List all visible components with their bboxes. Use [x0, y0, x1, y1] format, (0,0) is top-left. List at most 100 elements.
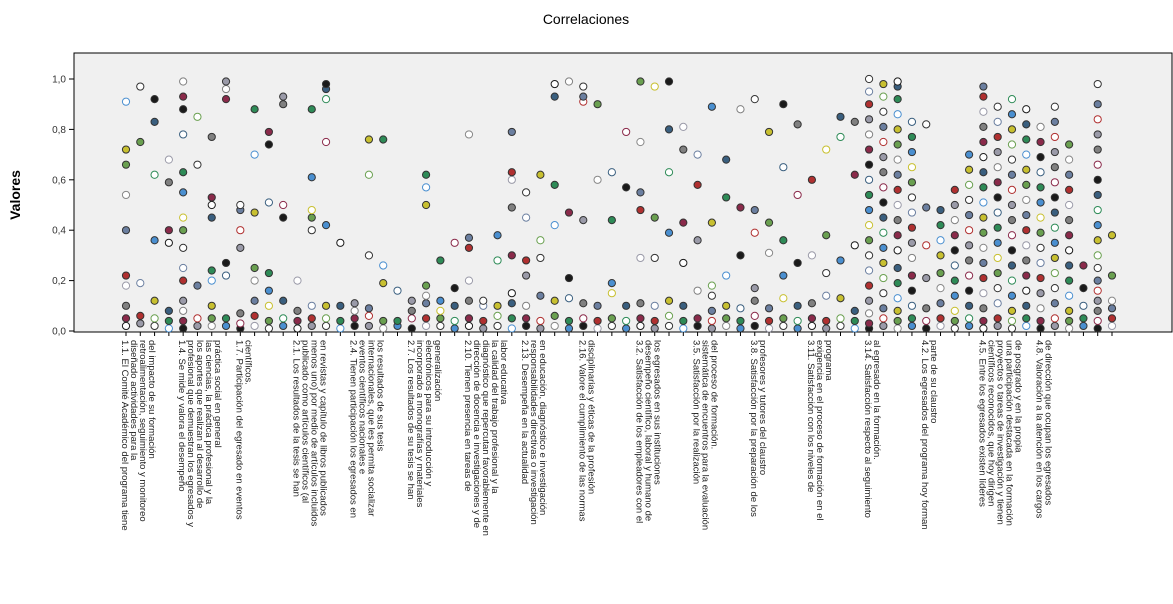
x-category-label: 1.7. Participación del egresado en event…: [233, 340, 253, 520]
data-point: [1007, 185, 1017, 194]
data-point: [1007, 306, 1017, 315]
data-point: [822, 231, 831, 240]
data-point: [1036, 168, 1045, 177]
data-point: [321, 95, 331, 104]
data-point: [536, 324, 545, 333]
data-point: [836, 314, 845, 323]
data-point: [879, 168, 888, 177]
data-point: [522, 321, 531, 331]
data-point: [464, 314, 474, 323]
data-point: [536, 236, 545, 245]
data-point: [993, 193, 1002, 202]
data-point: [1093, 251, 1102, 260]
data-point: [1065, 185, 1074, 194]
data-point: [979, 183, 988, 192]
data-point: [1093, 221, 1102, 230]
data-point: [722, 321, 731, 331]
data-point: [407, 314, 416, 323]
data-point: [1050, 238, 1059, 247]
data-point: [179, 306, 188, 315]
data-point: [207, 200, 216, 210]
data-point: [307, 226, 316, 235]
data-point: [965, 150, 974, 159]
data-point: [236, 319, 245, 328]
data-point: [893, 279, 902, 288]
x-category-label: 1.1. El Comité Académico del programa ti…: [119, 340, 157, 531]
data-point: [893, 324, 902, 333]
data-point: [121, 145, 131, 154]
data-point: [336, 324, 345, 333]
data-point: [979, 213, 988, 222]
data-point: [121, 271, 131, 280]
data-point: [164, 238, 173, 247]
x-category-label: 2.7. Los resultados de su tesis se hanin…: [405, 340, 443, 508]
data-point: [993, 299, 1002, 308]
data-point: [979, 92, 988, 101]
data-point: [636, 205, 645, 215]
data-point: [979, 228, 988, 237]
data-point: [950, 231, 959, 240]
data-point: [907, 163, 917, 172]
data-point: [907, 301, 917, 310]
data-point: [179, 168, 188, 177]
data-point: [121, 321, 131, 331]
data-point: [893, 125, 902, 134]
data-point: [321, 321, 331, 331]
data-point: [907, 314, 917, 323]
data-point: [350, 299, 359, 308]
data-point: [364, 311, 374, 320]
data-point: [893, 216, 902, 225]
data-point: [550, 321, 559, 331]
data-point: [507, 314, 516, 323]
x-category-label: 2.13. Desempeña en la actualidadresponsa…: [519, 340, 548, 525]
data-point: [307, 205, 316, 215]
data-point: [1093, 306, 1102, 315]
data-point: [493, 256, 502, 265]
data-point: [550, 180, 559, 189]
data-point: [364, 135, 374, 144]
data-point: [364, 304, 374, 313]
data-point: [936, 299, 945, 308]
data-point: [150, 117, 159, 126]
data-point: [536, 253, 545, 263]
data-point: [436, 306, 445, 315]
data-point: [893, 185, 902, 194]
data-point: [436, 296, 445, 305]
x-category-label: 4.8. Valoración a la atención en los car…: [1034, 340, 1054, 519]
data-point: [764, 324, 774, 333]
data-point: [164, 324, 173, 333]
data-point: [164, 178, 173, 187]
data-point: [179, 130, 188, 139]
data-point: [1107, 321, 1117, 331]
data-point: [364, 251, 374, 260]
data-point: [321, 79, 331, 89]
data-point: [750, 205, 759, 215]
x-category-label: 1.4. Se mide y valora el desempeñoprofes…: [176, 340, 223, 527]
data-point: [179, 324, 188, 333]
data-point: [436, 256, 445, 265]
data-point: [950, 185, 959, 194]
data-point: [1065, 216, 1074, 225]
data-point: [393, 316, 402, 326]
data-point: [1079, 314, 1088, 323]
data-point: [864, 309, 874, 318]
data-point: [736, 203, 745, 212]
data-point: [121, 301, 131, 310]
data-point: [1093, 296, 1102, 305]
data-point: [522, 271, 531, 280]
data-point: [664, 311, 674, 320]
data-point: [679, 301, 688, 310]
data-point: [779, 294, 788, 303]
data-point: [965, 165, 974, 174]
data-point: [864, 175, 874, 184]
data-point: [507, 251, 516, 260]
data-point: [1107, 296, 1117, 305]
data-point: [822, 316, 831, 326]
x-category-label: 3.11. Satisfacción con los niveles deexi…: [805, 340, 834, 521]
data-point: [307, 173, 316, 182]
data-point: [1022, 256, 1031, 265]
data-point: [764, 304, 774, 313]
data-point: [965, 226, 974, 235]
data-point: [850, 170, 859, 179]
data-point: [1065, 200, 1074, 210]
